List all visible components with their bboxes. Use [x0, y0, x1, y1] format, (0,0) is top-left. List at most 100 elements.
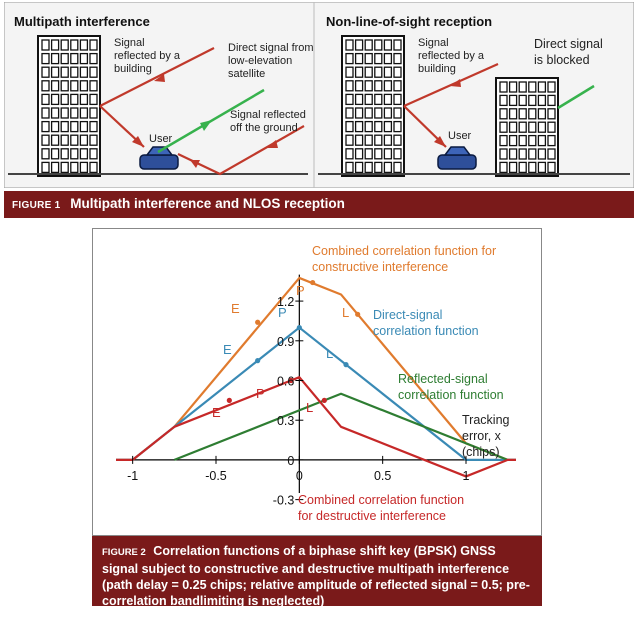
- window: [364, 134, 373, 146]
- building-signal-path: [403, 62, 499, 108]
- window: [374, 52, 383, 65]
- window: [345, 120, 354, 133]
- window: [508, 161, 518, 174]
- y-tick-label: 0.9: [277, 335, 294, 349]
- arrow-head: [266, 140, 278, 148]
- point-label-L-direct: L: [326, 346, 333, 361]
- x-tick-label: 1: [463, 469, 470, 483]
- window: [70, 93, 79, 106]
- window: [354, 148, 364, 160]
- window: [41, 120, 50, 133]
- x-tick-label: 0: [296, 469, 303, 483]
- right-panel: Non-line-of-sight reception User Signal …: [318, 14, 630, 177]
- label-combined-destructive: Combined correlation function for destru…: [298, 493, 468, 523]
- arrow-head: [434, 136, 446, 147]
- window: [345, 39, 354, 51]
- y-tick-label: 0.3: [277, 414, 294, 428]
- window: [345, 161, 354, 174]
- window: [499, 121, 508, 133]
- window: [70, 148, 79, 160]
- window: [345, 93, 354, 106]
- window: [89, 107, 98, 119]
- window: [547, 108, 556, 120]
- marker-point: [255, 319, 261, 325]
- right-panel-title: Non-line-of-sight reception: [326, 14, 492, 29]
- window: [345, 66, 354, 78]
- reflected-by-building-label: Signal reflected by a building: [114, 37, 183, 75]
- window: [537, 81, 547, 93]
- marker-point: [255, 358, 261, 364]
- window: [50, 80, 60, 92]
- marker-point: [288, 377, 294, 384]
- arrow-head: [450, 79, 461, 87]
- window: [508, 108, 518, 120]
- point-label-L-constructive: L: [342, 305, 349, 320]
- marker-point: [355, 311, 361, 317]
- window: [345, 107, 354, 119]
- window: [50, 134, 60, 146]
- window: [528, 161, 537, 174]
- window: [364, 52, 373, 65]
- window: [60, 39, 69, 51]
- blocked-signal-path: [557, 84, 595, 110]
- window: [89, 148, 98, 160]
- window: [547, 81, 556, 93]
- window: [383, 52, 393, 65]
- window: [354, 80, 364, 92]
- window: [79, 93, 89, 106]
- window: [393, 80, 402, 92]
- window: [537, 161, 547, 174]
- window: [41, 161, 50, 174]
- window: [89, 80, 98, 92]
- window: [60, 66, 69, 78]
- point-label-P-constructive: P: [296, 283, 305, 298]
- window: [528, 108, 537, 120]
- arrow-head: [190, 160, 200, 168]
- window: [374, 148, 383, 160]
- window: [364, 39, 373, 51]
- window: [499, 108, 508, 120]
- window: [70, 39, 79, 51]
- window: [50, 66, 60, 78]
- window: [383, 107, 393, 119]
- window: [547, 94, 556, 107]
- window: [528, 134, 537, 147]
- window: [364, 80, 373, 92]
- window: [41, 52, 50, 65]
- window: [79, 120, 89, 133]
- window: [364, 148, 373, 160]
- window: [508, 148, 518, 160]
- window: [383, 120, 393, 133]
- window: [393, 39, 402, 51]
- window: [518, 134, 527, 147]
- window: [374, 80, 383, 92]
- y-tick-label: 0: [287, 454, 294, 468]
- series-line-2: [173, 392, 509, 461]
- car-icon: [139, 146, 179, 170]
- user-label: User: [149, 133, 173, 145]
- window: [393, 52, 402, 65]
- window: [89, 134, 98, 146]
- window: [50, 161, 60, 174]
- x-tick-label: -1: [127, 469, 138, 483]
- window: [41, 148, 50, 160]
- marker-point: [343, 362, 349, 368]
- window: [79, 107, 89, 119]
- window: [393, 120, 402, 133]
- window: [41, 80, 50, 92]
- window: [393, 161, 402, 174]
- window: [537, 108, 547, 120]
- window: [518, 81, 527, 93]
- window: [499, 94, 508, 107]
- window: [383, 161, 393, 174]
- point-label-L-destructive: L: [306, 400, 313, 415]
- window: [41, 93, 50, 106]
- arrow-head: [154, 74, 165, 82]
- window: [374, 134, 383, 146]
- y-tick-label: 1.2: [277, 295, 294, 309]
- x-tick-label: 0.5: [374, 469, 391, 483]
- window: [345, 134, 354, 146]
- window: [518, 161, 527, 174]
- arrow-head: [200, 120, 212, 131]
- window: [60, 52, 69, 65]
